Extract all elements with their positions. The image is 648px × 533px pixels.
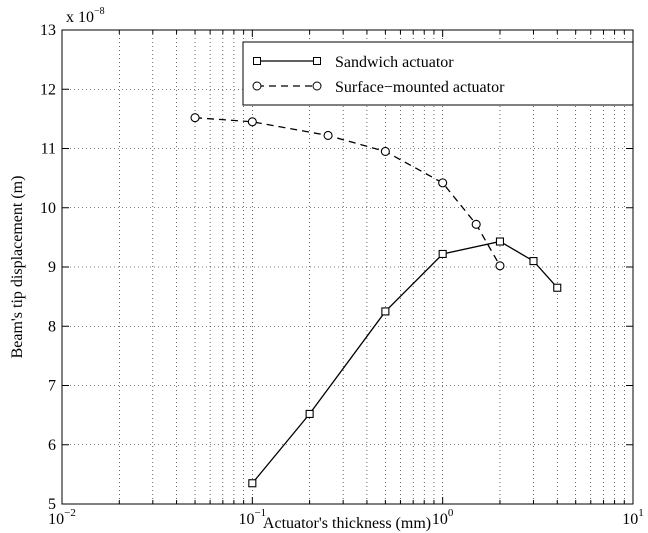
data-point: [380, 146, 390, 157]
data-point: [495, 237, 505, 246]
y-tick-label: 11: [41, 141, 56, 158]
data-point: [305, 409, 314, 418]
legend-marker: [312, 81, 322, 91]
data-point: [529, 257, 538, 266]
data-point: [190, 113, 200, 123]
y-axis-label: Beam's tip displacement (m): [9, 176, 26, 359]
data-point: [495, 261, 505, 271]
x-tick-label: 10−1: [238, 507, 266, 528]
y-tick-label: 9: [48, 259, 56, 276]
data-point: [247, 117, 257, 127]
data-point: [381, 307, 390, 316]
data-point: [438, 178, 448, 188]
x-axis-label: Actuator's thickness (mm): [263, 515, 431, 532]
data-point: [471, 219, 481, 229]
series-line: [251, 240, 558, 484]
legend-label: Sandwich actuator: [335, 54, 454, 71]
y-tick-label: 10: [40, 200, 56, 217]
y-tick-label: 7: [48, 378, 56, 395]
legend-box: [242, 41, 634, 106]
y-multiplier: x 10−8: [66, 6, 105, 26]
plot-frame: [61, 29, 634, 505]
x-tick-label: 10−2: [48, 507, 76, 528]
legend-marker: [313, 57, 321, 65]
legend-marker: [253, 57, 261, 65]
y-tick-label: 5: [48, 496, 56, 513]
data-point: [323, 130, 333, 141]
y-tick-label: 6: [48, 437, 56, 454]
data-point: [553, 283, 562, 292]
y-tick-label: 8: [48, 318, 56, 335]
y-tick-label: 13: [40, 22, 56, 39]
x-tick-label: 100: [432, 507, 454, 528]
series-line: [194, 117, 501, 267]
legend-marker: [252, 81, 262, 91]
y-tick-label: 12: [40, 81, 56, 98]
data-point: [438, 249, 447, 259]
data-point: [248, 479, 257, 488]
legend-label: Surface−mounted actuator: [335, 79, 505, 96]
x-tick-label: 101: [622, 507, 644, 528]
